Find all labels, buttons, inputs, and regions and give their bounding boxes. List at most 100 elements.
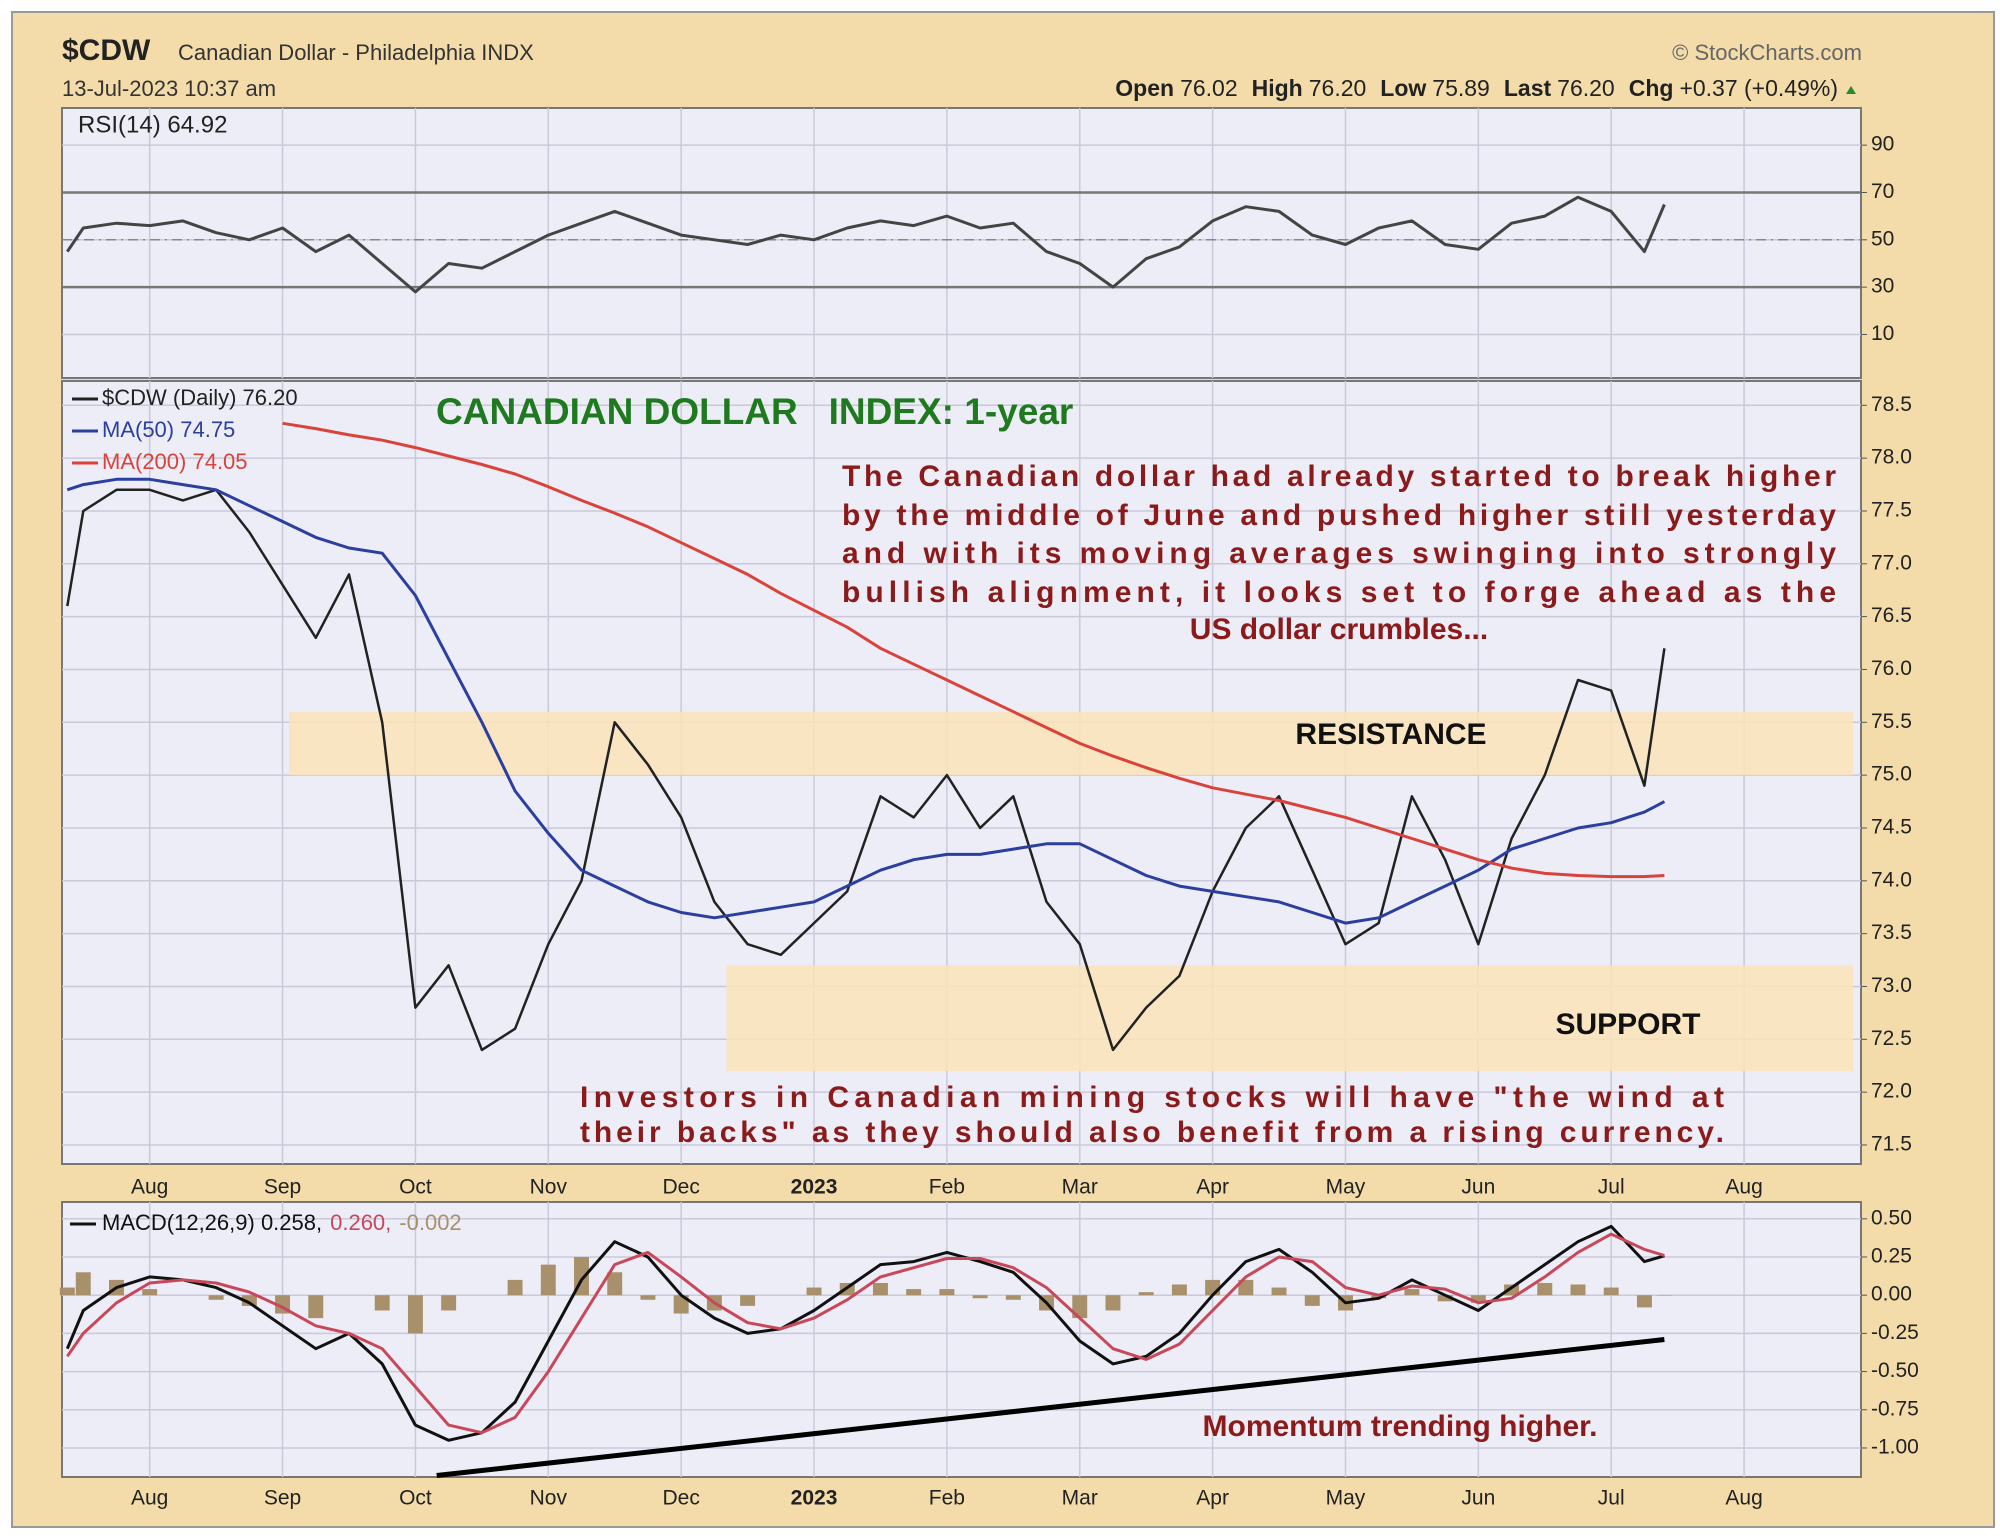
note-line: The Canadian dollar had already started … [842, 460, 1836, 493]
x-tick-label: May [1326, 1176, 1366, 1199]
histogram-bar [142, 1289, 158, 1296]
band-label: RESISTANCE [1295, 718, 1486, 751]
legend-entry: MA(50) 74.75 [102, 417, 235, 442]
y-tick-label: 10 [1871, 322, 1894, 345]
macd-annotation: Momentum trending higher. [1203, 1410, 1598, 1443]
symbol: $CDW [62, 34, 151, 67]
series-line [65, 1224, 1665, 1442]
timestamp: 13-Jul-2023 10:37 am [62, 76, 276, 101]
histogram-bar [607, 1272, 623, 1296]
y-tick-label: 74.0 [1871, 868, 1912, 891]
histogram-bar [241, 1295, 257, 1306]
x-tick-label: Mar [1062, 1487, 1098, 1510]
x-tick-label: Jun [1461, 1176, 1495, 1199]
x-tick-label: Dec [662, 1487, 699, 1510]
quote-label: Open [1115, 75, 1174, 101]
x-tick-label: Nov [530, 1487, 568, 1510]
quote-label: Last [1504, 75, 1552, 101]
series-line [66, 488, 1666, 1052]
instrument-name: Canadian Dollar - Philadelphia INDX [178, 40, 534, 65]
x-tick-label: Oct [399, 1487, 432, 1510]
y-tick-label: 50 [1871, 227, 1894, 250]
y-tick-label: 76.5 [1871, 604, 1912, 627]
histogram-bar [407, 1295, 423, 1334]
histogram-bar [1537, 1282, 1553, 1296]
histogram-bar [441, 1295, 457, 1311]
y-tick-label: 90 [1871, 133, 1894, 156]
up-arrow [1846, 86, 1856, 94]
y-tick-label: 72.0 [1871, 1080, 1912, 1103]
y-tick-label: 73.0 [1871, 974, 1912, 997]
y-tick-label: 75.0 [1871, 763, 1912, 786]
y-tick-label: 77.5 [1871, 499, 1912, 522]
y-tick-label: 71.5 [1871, 1133, 1912, 1156]
note-line: US dollar crumbles... [1190, 613, 1488, 646]
histogram-bar [1404, 1289, 1420, 1296]
x-tick-label: May [1326, 1487, 1366, 1510]
histogram-bar [75, 1272, 91, 1296]
footnote-line: Investors in Canadian mining stocks will… [580, 1081, 1724, 1114]
quote-label: Chg [1629, 75, 1674, 101]
series-line [66, 477, 1666, 925]
histogram-bar [673, 1295, 689, 1314]
note-line: and with its moving averages swinging in… [842, 537, 1836, 570]
y-tick-label: -0.75 [1871, 1397, 1919, 1420]
legend: MACD(12,26,9) 0.258, 0.260, -0.002 [102, 1210, 462, 1235]
histogram-bar [872, 1282, 888, 1296]
panel [61, 107, 1862, 379]
band-label: SUPPORT [1555, 1008, 1700, 1041]
x-tick-label: 2023 [791, 1176, 838, 1199]
note-line: bullish alignment, it looks set to forge… [842, 576, 1836, 609]
histogram-bar [1138, 1292, 1154, 1296]
band [289, 711, 1853, 776]
quote-value: 75.89 [1432, 75, 1490, 101]
quote: Open 76.02 High 76.20 Low 75.89 Last 76.20 Chg +0… [1115, 75, 1838, 101]
histogram-bar [1171, 1284, 1187, 1296]
histogram-bar [1005, 1295, 1021, 1300]
x-tick-label: Dec [662, 1176, 699, 1199]
histogram-bar [374, 1295, 390, 1311]
histogram-bar [972, 1295, 988, 1299]
y-tick-label: 0.25 [1871, 1245, 1912, 1268]
source: © StockCharts.com [1672, 40, 1862, 65]
x-tick-label: Feb [929, 1487, 965, 1510]
histogram-bar [1205, 1279, 1221, 1296]
y-tick-label: 75.5 [1871, 710, 1912, 733]
legend-entry: 0.260, [330, 1210, 391, 1235]
histogram-bar [939, 1289, 955, 1296]
x-tick-label: Sep [264, 1176, 301, 1199]
legend-entry: MA(200) 74.05 [102, 449, 248, 474]
x-tick-label: Nov [530, 1176, 568, 1199]
panels: 10 30 50 70 90 RSI(14) 64.92 Aug Sep Oct Nov Dec 20… [59, 107, 1919, 1510]
series-line [282, 421, 1665, 879]
legend-entry: -0.002 [399, 1210, 461, 1235]
x-tick-label: Mar [1062, 1176, 1098, 1199]
y-tick-label: 78.0 [1871, 446, 1912, 469]
x-tick-label: Jun [1461, 1487, 1495, 1510]
histogram-bar [906, 1289, 922, 1296]
histogram-bar [540, 1264, 556, 1296]
y-tick-label: 76.0 [1871, 657, 1912, 680]
x-tick-label: Aug [1725, 1176, 1762, 1199]
x-tick-label: Aug [1725, 1487, 1762, 1510]
x-tick-label: Jul [1598, 1176, 1625, 1199]
trendline [436, 1337, 1665, 1478]
chart-title: CANADIAN DOLLAR INDEX: 1-year [436, 391, 1073, 432]
histogram-bar [740, 1295, 756, 1306]
quote-label: Low [1380, 75, 1426, 101]
quote-value: +0.37 (+0.49%) [1679, 75, 1838, 101]
histogram-bar [1603, 1287, 1619, 1296]
histogram-bar [1470, 1295, 1486, 1303]
y-tick-label: -0.25 [1871, 1321, 1919, 1344]
x-tick-label: Jul [1598, 1487, 1625, 1510]
y-tick-label: 0.00 [1871, 1283, 1912, 1306]
y-tick-label: -0.50 [1871, 1359, 1919, 1382]
y-tick-label: 77.0 [1871, 551, 1912, 574]
histogram-bar [308, 1295, 324, 1319]
legend-entry: RSI(14) 64.92 [78, 111, 227, 138]
quote-label: High [1252, 75, 1303, 101]
histogram-bar [1304, 1295, 1320, 1306]
quote-value: 76.20 [1309, 75, 1367, 101]
x-tick-label: Sep [264, 1487, 301, 1510]
